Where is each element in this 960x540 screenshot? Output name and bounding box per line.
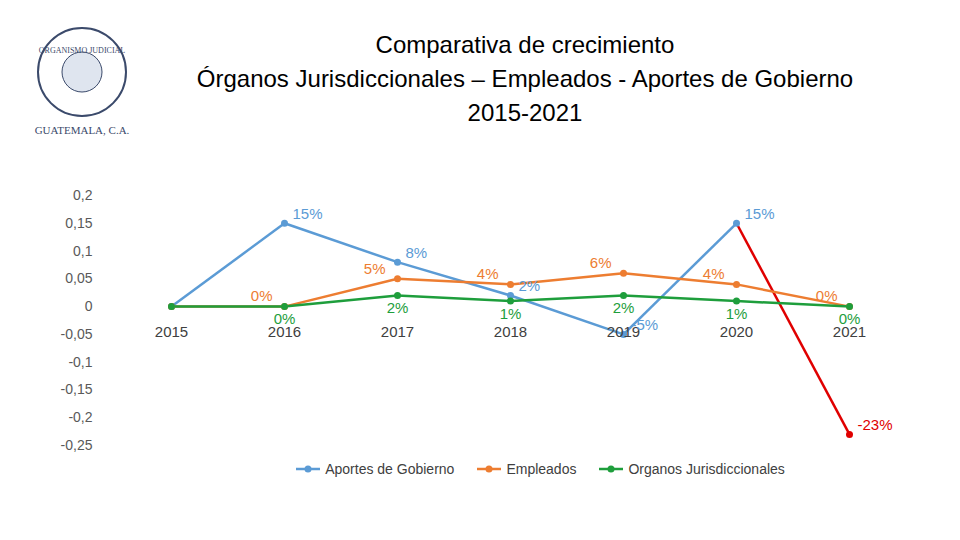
svg-text:0%: 0% [251, 287, 273, 304]
svg-text:4%: 4% [703, 265, 725, 282]
svg-text:2%: 2% [387, 299, 409, 316]
svg-text:-5%: -5% [632, 316, 659, 333]
svg-text:ORGANISMO JUDICIAL: ORGANISMO JUDICIAL [39, 46, 126, 55]
svg-text:-0,15: -0,15 [61, 381, 93, 397]
svg-text:-23%: -23% [858, 416, 893, 433]
svg-text:1%: 1% [726, 305, 748, 322]
svg-text:8%: 8% [406, 244, 428, 261]
svg-text:0: 0 [85, 298, 93, 314]
svg-text:-0,25: -0,25 [61, 437, 93, 453]
html-text:Aportes de Gobierno: Aportes de Gobierno [325, 461, 455, 477]
svg-text:2018: 2018 [494, 323, 527, 340]
svg-text:-0,2: -0,2 [68, 409, 92, 425]
html-text:Empleados: Empleados [506, 461, 577, 477]
svg-text:2%: 2% [519, 277, 541, 294]
svg-text:2015: 2015 [155, 323, 188, 340]
svg-text:2019: 2019 [606, 323, 641, 341]
svg-text:-0,1: -0,1 [68, 354, 92, 370]
svg-text:1%: 1% [500, 305, 522, 322]
svg-text:2%: 2% [613, 299, 635, 316]
svg-text:0%: 0% [839, 310, 861, 327]
svg-text:-0,05: -0,05 [61, 326, 93, 342]
svg-text:5%: 5% [364, 260, 386, 277]
svg-text:0,05: 0,05 [65, 270, 92, 286]
html-text:Organos Jurisdiccionales: Organos Jurisdiccionales [628, 461, 785, 477]
svg-text:2016: 2016 [267, 323, 302, 341]
svg-text:2020: 2020 [720, 323, 753, 340]
svg-text:0,2: 0,2 [73, 187, 93, 203]
svg-text:0%: 0% [816, 287, 838, 304]
svg-text:GUATEMALA, C.A.: GUATEMALA, C.A. [35, 124, 130, 136]
svg-text:4%: 4% [477, 265, 499, 282]
svg-text:0,1: 0,1 [73, 243, 93, 259]
html-text:Órganos Jurisdiccionales – Emp: Órganos Jurisdiccionales – Empleados - A… [196, 65, 854, 92]
svg-text:15%: 15% [745, 205, 775, 222]
html-text:Comparativa de crecimiento: Comparativa de crecimiento [375, 31, 675, 58]
svg-text:15%: 15% [293, 205, 323, 222]
svg-text:2017: 2017 [381, 323, 414, 340]
html-text:2015-2021: 2015-2021 [467, 99, 583, 126]
svg-text:6%: 6% [590, 254, 612, 271]
svg-text:0,15: 0,15 [65, 215, 92, 231]
svg-text:2021: 2021 [832, 323, 867, 341]
svg-text:0%: 0% [274, 310, 296, 327]
